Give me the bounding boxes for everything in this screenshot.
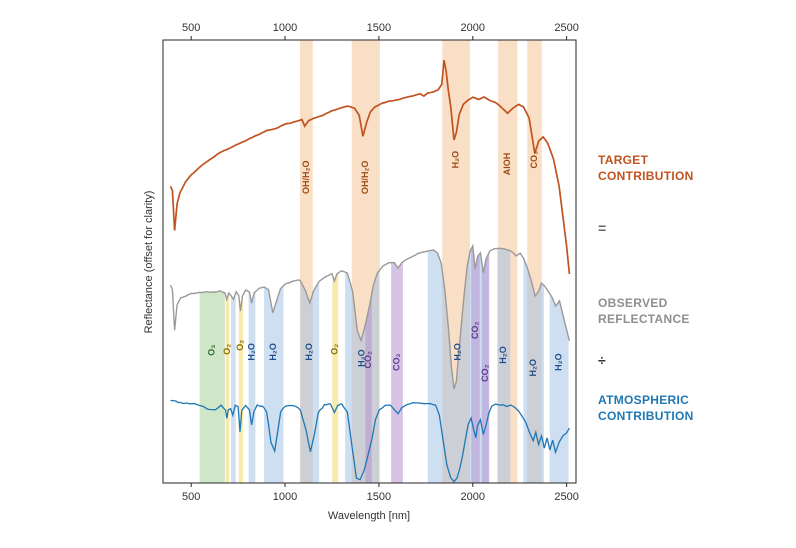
x-tick-label-top: 1000 [273,22,297,34]
band-label-AlOH: AlOH [502,153,512,176]
atmospheric-band-H2O [231,246,236,483]
divide-sign: ÷ [598,352,606,368]
curve-observed-reflectance [169,243,571,390]
x-axis-label: Wavelength [nm] [327,510,411,522]
legend-observed-reflectance: OBSERVED REFLECTANCE [598,296,690,327]
band-label-CO₂: CO₂ [391,353,401,371]
plot-border [162,39,577,484]
x-tick-label-top: 500 [182,22,200,34]
band-label-H₂O: H₂O [304,343,314,361]
x-tick-label-top: 1500 [367,22,391,34]
atmospheric-band-H₂O [300,246,320,483]
band-label-H₂O: H₂O [498,346,508,364]
band-label-H₂O: H₂O [268,343,278,361]
band-label-H₂O: H₂O [453,343,463,361]
legend-atmospheric-contribution: ATMOSPHERIC CONTRIBUTION [598,393,694,424]
band-label-H₂O: H₂O [553,353,563,371]
atmospheric-band-O₂ [238,246,243,483]
x-tick-label-bottom: 2000 [461,491,485,503]
x-tick-label-bottom: 1500 [367,491,391,503]
x-tick-label-bottom: 2500 [554,491,578,503]
legend-target-contribution: TARGET CONTRIBUTION [598,153,694,184]
band-label-OH/H₂O: OH/H₂O [360,161,370,195]
band-label-H₂O: H₂O [356,349,366,367]
x-tick-label-top: 2500 [554,22,578,34]
atmospheric-band-CO₂ [481,246,490,483]
band-label-OH/H₂O: OH/H₂O [301,161,311,195]
x-tick-label-bottom: 1000 [273,491,297,503]
curve-target-contribution [169,59,571,274]
x-tick-label-bottom: 500 [182,491,200,503]
atmospheric-band-O₃ [199,246,225,483]
atmospheric-band-CO₂ [471,246,480,483]
atmospheric-band-O₂ [225,246,230,483]
x-tick-label-top: 2000 [461,22,485,34]
atmospheric-band-H₂O [497,246,511,483]
y-axis-label: Reflectance (offset for clarity) [143,190,155,334]
band-label-CO₂: CO₂ [470,321,480,339]
band-label-O₂: O₂ [330,344,340,355]
band-label-CO₃: CO₃ [529,151,539,169]
equals-sign: = [598,220,607,236]
atmospheric-band-H₂O [549,246,569,483]
atmospheric-band-CO₂ [365,246,372,483]
band-label-H₂O: H₂O [450,151,460,169]
band-label-H₂O: H₂O [528,359,538,377]
atmospheric-band-H₂O [248,246,256,483]
atmospheric-band-O₂ [332,246,339,483]
band-label-CO₂: CO₂ [480,364,490,382]
band-label-O₂: O₂ [235,340,245,351]
atmospheric-band-CO₂ [391,246,403,483]
band-label-O₂: O₂ [222,344,232,355]
atmospheric-band-H₂O [523,246,544,483]
curve-atmospheric-contribution [170,399,570,483]
band-label-H₂O: H₂O [246,343,256,361]
band-label-CO₂: CO₂ [363,351,373,369]
band-label-O₃: O₃ [207,345,217,356]
